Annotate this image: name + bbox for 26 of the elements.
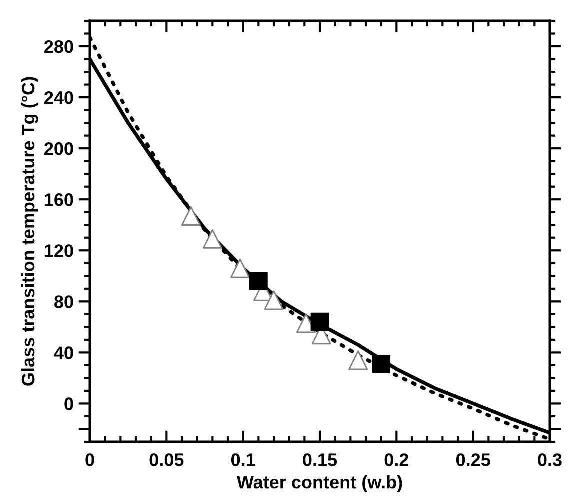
x-axis-title: Water content (w.b) — [236, 476, 402, 492]
point — [264, 290, 284, 310]
y-tick-label: 120 — [45, 244, 74, 258]
point — [202, 229, 222, 249]
point — [296, 314, 316, 334]
point — [372, 354, 391, 374]
x-tick-label: 0.05 — [150, 454, 184, 466]
point — [181, 206, 201, 226]
y-tick-label: 80 — [54, 296, 74, 308]
point — [348, 350, 368, 370]
y-tick-label: 240 — [44, 91, 74, 104]
y-tick-label: 0 — [64, 398, 74, 410]
x-tick-label: 0.2 — [384, 454, 408, 466]
y-tick-label: 200 — [44, 142, 74, 156]
y-axis-title: Glass transition temperature Tg (°C) — [21, 77, 38, 386]
x-tick-label: 0.15 — [303, 454, 338, 466]
x-tick-label: 0.3 — [538, 454, 562, 466]
point — [249, 272, 268, 290]
y-tick-label: 160 — [45, 194, 74, 206]
y-tick-label: 280 — [44, 40, 74, 54]
x-tick-label: 0.1 — [232, 454, 256, 466]
x-tick-label: 0 — [86, 454, 94, 466]
point — [230, 258, 250, 278]
point — [310, 312, 330, 332]
y-tick-label: 40 — [54, 346, 74, 360]
x-tick-label: 0.25 — [456, 454, 490, 466]
